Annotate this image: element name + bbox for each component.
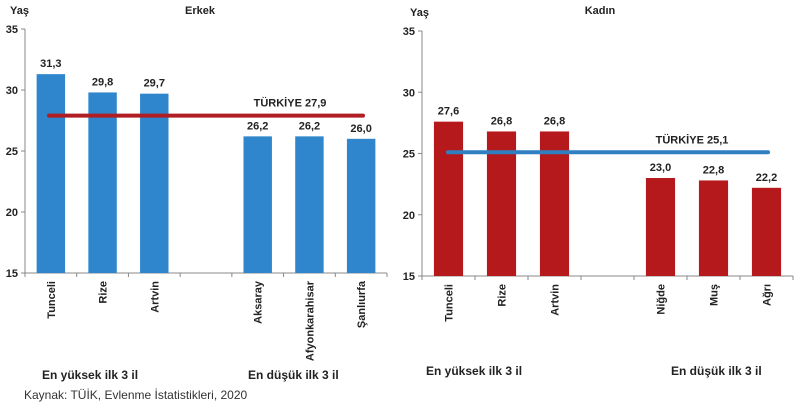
data-label: 26,8 bbox=[544, 115, 565, 127]
y-tick-label: 15 bbox=[6, 268, 18, 280]
bar-Aksaray bbox=[243, 136, 272, 273]
bar-Muş bbox=[698, 180, 729, 276]
y-tick-label: 25 bbox=[6, 146, 18, 158]
x-tick-label: Aksaray bbox=[253, 280, 265, 324]
data-label: 26,2 bbox=[299, 120, 320, 132]
x-tick-label: Rize bbox=[98, 281, 110, 304]
x-tick-label: Muş bbox=[709, 284, 721, 306]
y-tick-label: 25 bbox=[403, 149, 415, 161]
y-tick-label: 20 bbox=[6, 207, 18, 219]
data-label: 22,2 bbox=[756, 172, 777, 184]
y-tick-label: 30 bbox=[6, 85, 18, 97]
x-tick-label: Rize bbox=[497, 284, 509, 307]
x-tick-label: Afyonkarahisar bbox=[304, 280, 316, 361]
data-label: 26,0 bbox=[350, 123, 371, 135]
y-axis-label: Yaş bbox=[10, 5, 29, 17]
group-label-highest-right: En yüksek ilk 3 il bbox=[426, 364, 523, 378]
bar-Ağrı bbox=[751, 187, 782, 276]
bar-Afyonkarahisar bbox=[295, 136, 324, 273]
y-tick-label: 35 bbox=[403, 26, 415, 38]
bar-Şanlıurfa bbox=[346, 138, 376, 273]
data-label: 26,8 bbox=[491, 115, 512, 127]
data-label: 26,2 bbox=[247, 120, 268, 132]
y-axis-label: Yaş bbox=[410, 7, 429, 19]
data-label: 31,3 bbox=[40, 58, 61, 70]
group-label-lowest-left: En düşük ilk 3 il bbox=[248, 368, 339, 382]
bar-Tunceli bbox=[36, 74, 66, 273]
group-label-highest-left: En yüksek ilk 3 il bbox=[42, 368, 139, 382]
x-tick-label: Artvin bbox=[550, 284, 562, 316]
data-label: 29,7 bbox=[144, 78, 165, 90]
x-tick-label: Şanlıurfa bbox=[356, 280, 368, 328]
data-label: 29,8 bbox=[92, 76, 113, 88]
data-label: 23,0 bbox=[650, 162, 671, 174]
x-tick-label: Ağrı bbox=[762, 284, 774, 306]
y-tick-label: 35 bbox=[6, 24, 18, 36]
source-note: Kaynak: TÜİK, Evlenme İstatistikleri, 20… bbox=[24, 388, 248, 402]
y-tick-label: 30 bbox=[403, 87, 415, 99]
chart-title: Kadın bbox=[585, 5, 616, 17]
y-tick-label: 15 bbox=[403, 271, 415, 283]
x-tick-label: Artvin bbox=[149, 281, 161, 313]
data-label: 22,8 bbox=[703, 164, 724, 176]
bar-Artvin bbox=[539, 131, 570, 276]
reference-line-label: TÜRKİYE 27,9 bbox=[254, 97, 327, 110]
bar-Rize bbox=[88, 92, 117, 273]
bar-Tunceli bbox=[433, 121, 464, 277]
reference-line-label: TÜRKİYE 25,1 bbox=[656, 133, 729, 146]
x-tick-label: Tunceli bbox=[444, 284, 456, 322]
y-tick-label: 20 bbox=[403, 210, 415, 222]
group-label-lowest-right: En düşük ilk 3 il bbox=[671, 364, 762, 378]
bar-Rize bbox=[486, 131, 517, 276]
chart-title: Erkek bbox=[185, 5, 216, 17]
bar-Artvin bbox=[140, 93, 169, 273]
x-tick-label: Tunceli bbox=[46, 281, 58, 319]
x-tick-label: Niğde bbox=[656, 284, 668, 315]
bar-Niğde bbox=[645, 178, 676, 276]
data-label: 27,6 bbox=[438, 106, 459, 118]
